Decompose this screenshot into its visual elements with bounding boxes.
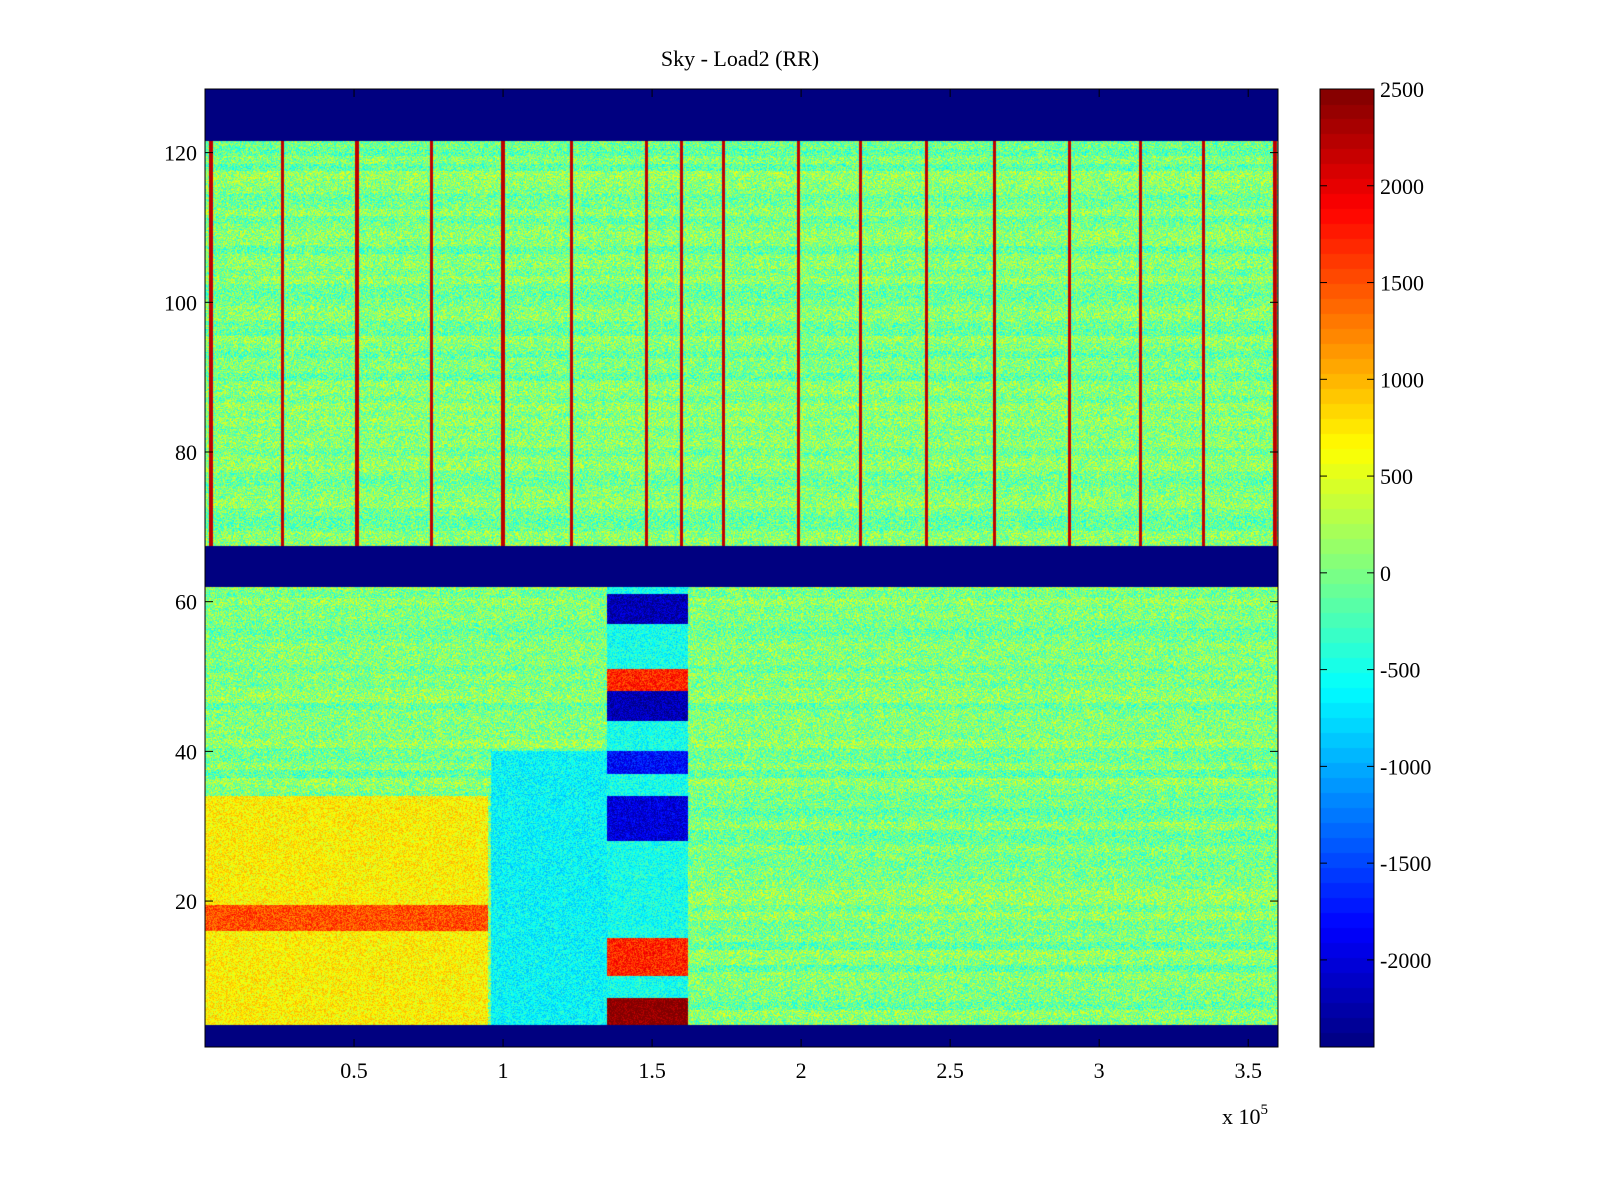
colorbar-tick-label: 1500 [1380, 271, 1424, 296]
x-tick-label: 1.5 [638, 1058, 666, 1083]
x-axis: 0.5 1 1.5 2 2.5 3 3.5 [340, 89, 1262, 1083]
y-tick-label: 80 [175, 440, 197, 465]
plot-frame [204, 88, 1279, 1048]
colorbar-tick-label: -1000 [1380, 754, 1431, 779]
colorbar-tick-label: 500 [1380, 464, 1413, 489]
colorbar-tick-label: 0 [1380, 561, 1391, 586]
y-tick-label: 120 [164, 141, 197, 166]
y-axis: 20 40 60 80 100 120 [164, 141, 1278, 914]
x-exponent-label: x 105 [1222, 1102, 1268, 1129]
y-tick-label: 40 [175, 739, 197, 764]
y-tick-label: 100 [164, 290, 197, 315]
x-tick-label: 2.5 [936, 1058, 964, 1083]
colorbar: 2500 2000 1500 1000 500 0 -500 -1000 -1500 -2000 [1319, 77, 1431, 1048]
x-tick-label: 3 [1094, 1058, 1105, 1083]
x-exponent-power: 5 [1261, 1102, 1269, 1118]
colorbar-gradient [1320, 89, 1374, 1047]
plot-area [204, 88, 1279, 1048]
colorbar-ticks: 2500 2000 1500 1000 500 0 -500 -1000 -1500 -2000 [1320, 77, 1431, 973]
heatmap-image [205, 89, 1278, 1047]
colorbar-tick-label: -2000 [1380, 948, 1431, 973]
x-tick-label: 2 [796, 1058, 807, 1083]
colorbar-tick-label: 1000 [1380, 367, 1424, 392]
colorbar-tick-label: -500 [1380, 658, 1420, 683]
y-tick-label: 60 [175, 590, 197, 615]
y-tick-label: 20 [175, 889, 197, 914]
x-tick-label: 0.5 [340, 1058, 368, 1083]
colorbar-tick-label: 2000 [1380, 174, 1424, 199]
x-tick-label: 1 [498, 1058, 509, 1083]
colorbar-tick-label: 2500 [1380, 77, 1424, 102]
colorbar-tick-label: -1500 [1380, 851, 1431, 876]
colorbar-frame [1319, 88, 1375, 1048]
chart-title: Sky - Load2 (RR) [661, 46, 819, 71]
x-tick-label: 3.5 [1234, 1058, 1262, 1083]
